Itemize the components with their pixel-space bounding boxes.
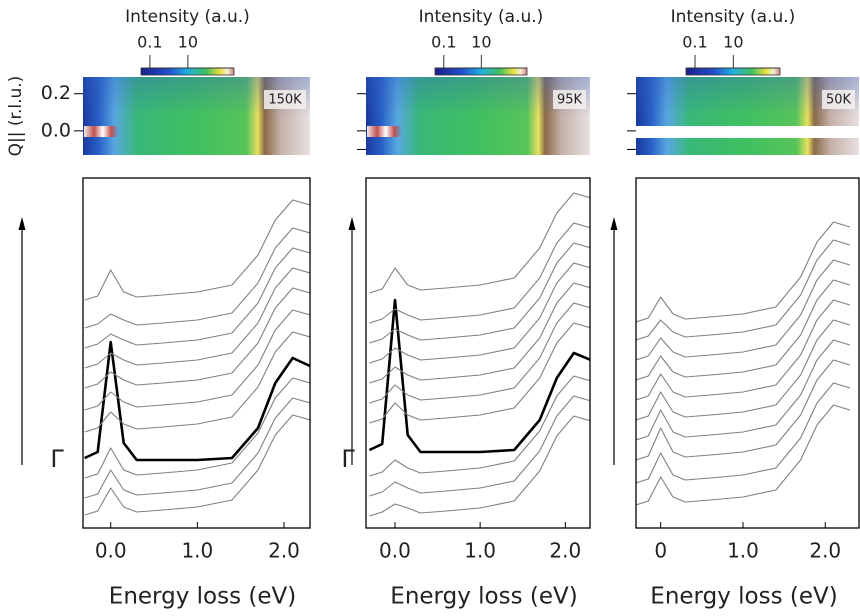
spectrum-line (636, 279, 851, 381)
spectrum-line (636, 319, 851, 421)
spectrum-line (84, 227, 310, 329)
spectrum-line (636, 404, 851, 506)
x-tick-label: 1.0 (727, 539, 759, 563)
spectrum-line (84, 247, 310, 349)
spectrum-line (369, 415, 590, 517)
x-axis-label: Energy loss (eV) (650, 584, 837, 610)
spectrum-line (636, 221, 851, 323)
spectrum-line (84, 331, 310, 433)
spectrum-line (369, 282, 590, 384)
x-tick-label: 1.0 (464, 539, 496, 563)
spectrum-line (636, 299, 851, 401)
spectrum-line (84, 199, 310, 301)
x-axis-label: Energy loss (eV) (109, 584, 296, 610)
missing-data-stripe (636, 126, 860, 138)
spectrum-line (84, 287, 310, 389)
q-arrow-head (18, 217, 26, 230)
gamma-label: Γ (341, 445, 355, 473)
plot-frame (365, 177, 591, 529)
spectrum-line (369, 242, 590, 344)
x-tick-label: 0.0 (95, 539, 127, 563)
temperature-box (264, 90, 306, 109)
q-arrow-head (610, 217, 618, 230)
temperature-label: 50K (826, 93, 852, 108)
colorbar-tick-label: 10 (178, 33, 198, 52)
spectrum-line (636, 239, 851, 341)
temperature-label: 150K (268, 93, 302, 108)
zero-loss-stripe (367, 126, 401, 137)
spectrum-line (84, 267, 310, 369)
colorbar-tick-label: 0.1 (137, 33, 162, 52)
spectrum-line (84, 414, 310, 516)
x-tick-label: 1.0 (181, 539, 213, 563)
spectrum-line (369, 375, 590, 477)
spectrum-line (84, 377, 310, 479)
heatmap-shade (366, 77, 590, 155)
x-axis-label: Energy loss (eV) (390, 584, 577, 610)
spectrum-line (84, 397, 310, 499)
x-tick-label: 0 (654, 539, 667, 563)
colorbar (140, 67, 235, 76)
spectrum-line (368, 298, 590, 454)
spectrum-line (369, 262, 590, 364)
colorbar (434, 67, 528, 76)
colorbar-title: Intensity (a.u.) (671, 7, 796, 27)
spectrum-line (84, 340, 310, 462)
heatmap-y-tick-label: 0.2 (41, 82, 71, 104)
colorbar-tick-label: 0.1 (431, 33, 456, 52)
spectrum-line (369, 302, 590, 404)
heatmap-y-label: Q|| (r.l.u.) (6, 76, 26, 157)
spectrum-line (636, 259, 851, 361)
x-tick-label: 2.0 (809, 539, 841, 563)
colorbar (685, 67, 781, 76)
spectrum-line (84, 309, 310, 411)
x-tick-label: 2.0 (268, 539, 300, 563)
colorbar-title: Intensity (a.u.) (419, 7, 544, 27)
x-tick-label: 0.0 (379, 539, 411, 563)
heatmap-y-tick-label: 0.0 (41, 119, 71, 141)
heatmap-shade (636, 77, 859, 155)
zero-loss-stripe (84, 126, 118, 137)
colorbar-title: Intensity (a.u.) (125, 7, 250, 27)
spectrum-line (369, 192, 590, 294)
plot-frame (635, 177, 860, 529)
spectrum-line (369, 222, 590, 324)
q-arrow-head (348, 217, 356, 230)
colorbar-tick-label: 10 (471, 33, 491, 52)
colorbar-tick-label: 0.1 (682, 33, 707, 52)
spectrum-line (636, 382, 851, 484)
gamma-label: Γ (50, 445, 64, 473)
spectrum-line (369, 395, 590, 497)
x-tick-label: 2.0 (549, 539, 581, 563)
heatmap-shade (83, 77, 310, 155)
spectrum-line (636, 339, 851, 441)
plot-frame (82, 177, 311, 529)
temperature-label: 95K (557, 93, 583, 108)
spectrum-line (369, 322, 590, 424)
temperature-box (822, 90, 855, 109)
spectrum-line (636, 359, 851, 461)
colorbar-tick-label: 10 (723, 33, 743, 52)
temperature-box (553, 90, 586, 109)
